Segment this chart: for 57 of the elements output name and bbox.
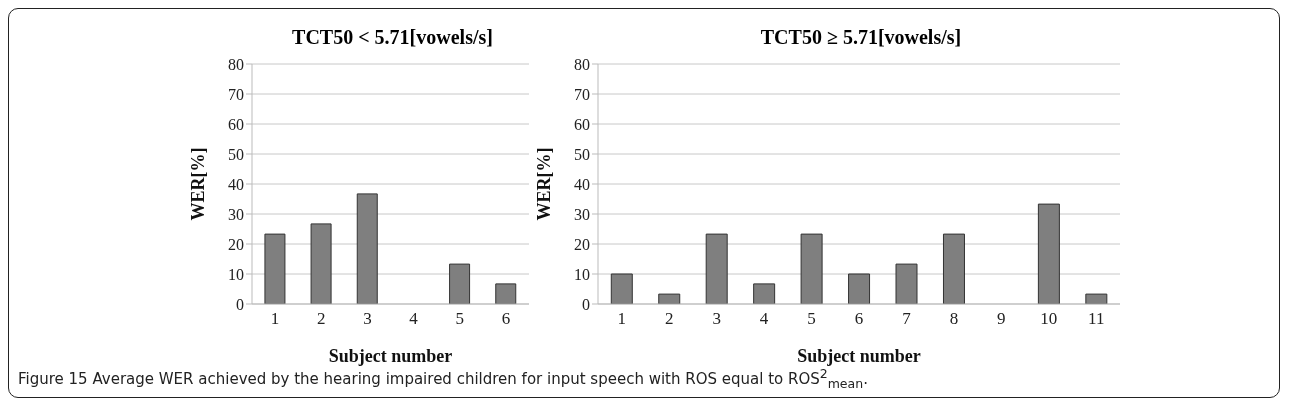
x-tick-label: 10	[1040, 309, 1058, 329]
bar	[895, 263, 918, 304]
x-tick-label: 1	[617, 309, 626, 329]
y-tick-label: 40	[574, 175, 590, 193]
y-tick-label: 30	[228, 205, 244, 223]
x-tick-label: 2	[317, 309, 326, 329]
y-tick-label: 10	[228, 265, 244, 283]
y-tick-label: 40	[228, 175, 244, 193]
y-tick-label: 10	[574, 265, 590, 283]
x-tick-label: 3	[712, 309, 721, 329]
y-tick-label: 80	[228, 55, 244, 73]
x-tick-label: 5	[807, 309, 816, 329]
chart-title: TCT50 ≥ 5.71[vowels/s]	[759, 26, 963, 50]
y-tick-label: 60	[228, 115, 244, 133]
y-tick-label: 30	[574, 205, 590, 223]
bar	[1037, 203, 1060, 304]
x-tick-label: 4	[759, 309, 769, 329]
y-tick-label: 50	[228, 145, 244, 163]
x-tick-label: 7	[902, 309, 912, 329]
y-tick-label: 70	[228, 85, 244, 103]
x-tick-label: 2	[664, 309, 674, 329]
x-tick-label: 6	[854, 309, 864, 329]
y-tick-label: 70	[574, 85, 590, 103]
x-tick-label: 8	[949, 309, 959, 329]
caption: Figure 15 Average WER achieved by the hearing impaired children for input speech with ROS equal to ROS$^{2}$$_{mean}$.	[18, 366, 868, 391]
bar	[310, 223, 332, 304]
bar	[495, 283, 517, 304]
x-tick-label: 9	[997, 309, 1006, 329]
bar	[705, 233, 728, 304]
x-tick-label: 4	[409, 309, 419, 329]
y-tick-label: 20	[228, 235, 244, 253]
x-axis-title: Subject number	[797, 346, 921, 366]
x-tick-label: 3	[363, 309, 372, 329]
x-tick-label: 5	[455, 309, 464, 329]
bar	[610, 273, 633, 304]
bar	[753, 283, 776, 304]
x-axis-title: Subject number	[328, 346, 453, 366]
y-tick-label: 60	[574, 115, 590, 133]
x-tick-label: 6	[501, 309, 511, 329]
y-tick-label: 80	[574, 55, 590, 73]
x-tick-label: 11	[1088, 309, 1105, 329]
bar	[356, 193, 378, 304]
bar	[658, 293, 681, 304]
bar	[264, 233, 286, 304]
y-tick-label: 50	[574, 145, 590, 163]
bar	[449, 263, 471, 304]
bar	[848, 273, 871, 304]
bar	[800, 233, 823, 304]
bar	[1085, 293, 1108, 304]
y-tick-label: 0	[582, 295, 590, 313]
x-tick-label: 1	[270, 309, 280, 329]
y-axis-title: WER[%]	[534, 147, 555, 221]
y-tick-label: 20	[574, 235, 590, 253]
chart-title: TCT50 < 5.71[vowels/s]	[291, 26, 494, 50]
y-axis-title: WER[%]	[188, 147, 209, 221]
bar	[942, 233, 965, 304]
y-tick-label: 0	[236, 295, 244, 313]
